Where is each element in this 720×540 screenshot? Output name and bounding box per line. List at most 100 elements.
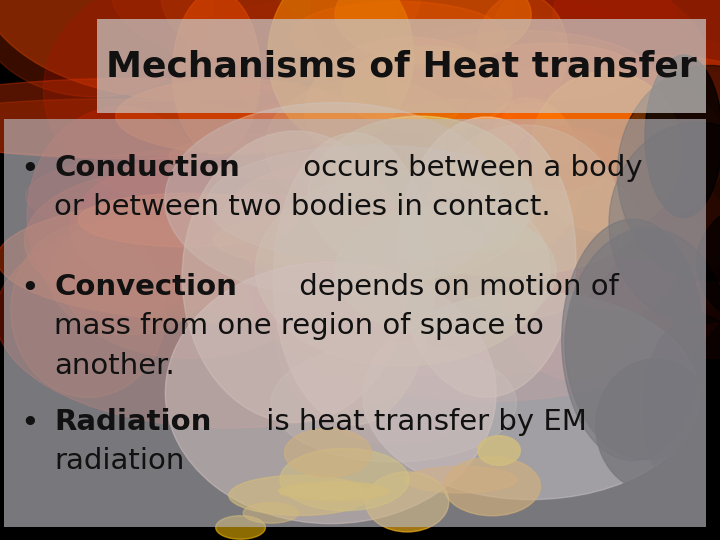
Ellipse shape	[222, 160, 462, 285]
Ellipse shape	[428, 71, 720, 307]
Ellipse shape	[238, 41, 617, 138]
Ellipse shape	[366, 472, 449, 532]
Ellipse shape	[265, 78, 470, 214]
Ellipse shape	[70, 141, 477, 315]
Ellipse shape	[216, 516, 266, 539]
Ellipse shape	[488, 0, 720, 155]
Ellipse shape	[447, 62, 720, 237]
Ellipse shape	[133, 205, 473, 285]
Ellipse shape	[111, 0, 518, 75]
Ellipse shape	[165, 103, 501, 297]
Text: or between two bodies in contact.: or between two bodies in contact.	[54, 193, 551, 221]
Ellipse shape	[335, 207, 556, 336]
Ellipse shape	[580, 85, 720, 158]
Text: radiation: radiation	[54, 447, 184, 475]
Ellipse shape	[256, 172, 550, 366]
Ellipse shape	[182, 131, 408, 422]
Ellipse shape	[229, 475, 371, 516]
Text: •: •	[20, 408, 39, 438]
Ellipse shape	[237, 87, 559, 178]
Ellipse shape	[462, 43, 636, 101]
Ellipse shape	[335, 0, 531, 64]
Ellipse shape	[0, 0, 403, 100]
Ellipse shape	[372, 159, 639, 276]
Ellipse shape	[397, 117, 576, 397]
Ellipse shape	[361, 0, 707, 163]
Ellipse shape	[528, 0, 675, 101]
Ellipse shape	[488, 132, 641, 190]
Ellipse shape	[249, 167, 720, 401]
Ellipse shape	[426, 125, 623, 318]
Text: Convection: Convection	[54, 273, 237, 301]
Ellipse shape	[27, 107, 213, 324]
Ellipse shape	[331, 16, 720, 194]
Text: •: •	[20, 154, 39, 185]
Ellipse shape	[313, 76, 650, 147]
Ellipse shape	[696, 198, 720, 329]
Ellipse shape	[169, 134, 405, 179]
Ellipse shape	[478, 436, 521, 465]
Ellipse shape	[595, 359, 715, 493]
Ellipse shape	[284, 429, 372, 477]
Ellipse shape	[534, 200, 720, 311]
Ellipse shape	[562, 219, 703, 461]
Ellipse shape	[276, 219, 520, 444]
Text: Radiation: Radiation	[54, 408, 212, 436]
Text: mass from one region of space to: mass from one region of space to	[54, 312, 544, 340]
Ellipse shape	[0, 194, 491, 323]
Ellipse shape	[518, 160, 720, 359]
Ellipse shape	[274, 291, 637, 376]
Ellipse shape	[502, 55, 720, 260]
Ellipse shape	[530, 71, 683, 233]
Ellipse shape	[49, 219, 210, 335]
Ellipse shape	[434, 95, 720, 153]
Ellipse shape	[161, 0, 421, 71]
Ellipse shape	[426, 111, 536, 177]
Ellipse shape	[326, 99, 604, 251]
Ellipse shape	[405, 467, 517, 493]
Text: •: •	[20, 273, 39, 303]
Ellipse shape	[617, 65, 720, 281]
Ellipse shape	[166, 262, 496, 524]
Ellipse shape	[207, 145, 538, 262]
Ellipse shape	[0, 99, 292, 156]
Ellipse shape	[307, 116, 533, 278]
Ellipse shape	[311, 0, 720, 113]
Text: another.: another.	[54, 352, 175, 380]
Ellipse shape	[25, 147, 441, 245]
Ellipse shape	[274, 133, 434, 425]
Ellipse shape	[243, 503, 298, 523]
Ellipse shape	[215, 212, 482, 268]
Ellipse shape	[387, 31, 660, 140]
Ellipse shape	[0, 204, 462, 428]
Ellipse shape	[645, 55, 720, 218]
Ellipse shape	[343, 46, 512, 132]
Ellipse shape	[483, 102, 580, 247]
Ellipse shape	[444, 457, 541, 516]
Text: Conduction: Conduction	[54, 154, 240, 182]
Ellipse shape	[173, 0, 260, 154]
Ellipse shape	[280, 448, 409, 511]
Ellipse shape	[642, 314, 720, 504]
Ellipse shape	[0, 0, 213, 97]
Ellipse shape	[63, 205, 317, 358]
Ellipse shape	[279, 482, 390, 500]
Text: depends on motion of: depends on motion of	[290, 273, 619, 301]
Ellipse shape	[271, 343, 516, 462]
Ellipse shape	[78, 193, 297, 247]
Ellipse shape	[24, 171, 300, 310]
Ellipse shape	[472, 98, 582, 251]
Ellipse shape	[553, 0, 720, 109]
Ellipse shape	[0, 78, 385, 159]
Ellipse shape	[363, 292, 700, 500]
Ellipse shape	[315, 150, 514, 197]
Ellipse shape	[521, 152, 720, 311]
Ellipse shape	[43, 0, 327, 205]
Ellipse shape	[11, 223, 166, 397]
Ellipse shape	[440, 150, 607, 205]
Text: occurs between a body: occurs between a body	[294, 154, 642, 182]
Ellipse shape	[188, 0, 654, 103]
Ellipse shape	[609, 123, 720, 323]
Bar	[97, 19, 706, 113]
Bar	[4, 119, 706, 526]
